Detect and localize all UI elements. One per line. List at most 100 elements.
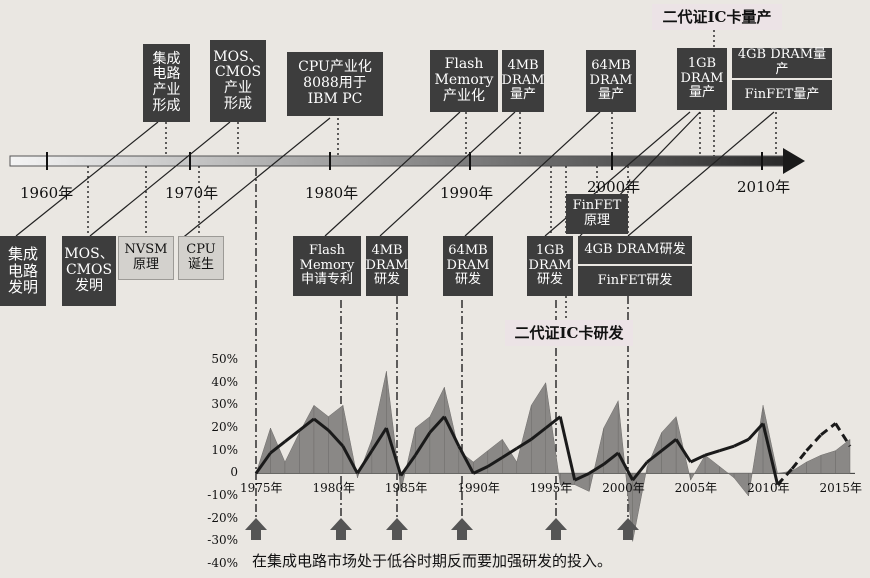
up-arrow-icon	[386, 518, 408, 540]
line-segment	[269, 440, 286, 455]
line-segment	[384, 427, 403, 477]
line-segment	[313, 417, 330, 432]
area-segment	[371, 371, 387, 474]
year-label-2010: 2010年	[737, 178, 791, 196]
x-tick-label: 1975年	[240, 481, 283, 496]
y-tick-label: -30%	[207, 533, 238, 548]
event-4mb-dram-rd: 4MB DRAM 研发	[366, 236, 408, 296]
line-segment	[820, 422, 837, 436]
line-segment	[457, 445, 475, 475]
year-label-1990: 1990年	[440, 184, 494, 202]
line-segment	[805, 433, 823, 452]
x-tick-label: 2005年	[674, 481, 718, 496]
area-segment	[255, 427, 271, 474]
area-segment	[719, 466, 735, 479]
event-64mb-dram-mass-production: 64MB DRAM 量产	[586, 50, 636, 112]
line-segment	[472, 465, 489, 475]
event-cpu-birth: CPU 诞生	[178, 236, 224, 280]
y-tick-label: -20%	[207, 510, 238, 525]
event-4gb-dram-mass-production: 4GB DRAM量产	[732, 48, 832, 78]
line-segment	[544, 415, 562, 430]
line-segment	[674, 438, 692, 463]
line-segment	[442, 416, 461, 447]
line-segment	[834, 422, 852, 447]
line-segment	[298, 417, 315, 432]
y-tick-label: 50%	[211, 352, 238, 366]
area-segment	[299, 405, 315, 474]
year-label-1960: 1960年	[20, 184, 74, 202]
line-segment	[747, 422, 765, 441]
event-mos-cmos-invention: MOS、 CMOS 发明	[62, 236, 116, 306]
area-segment	[617, 400, 633, 542]
line-segment	[284, 429, 301, 443]
event-1gb-dram-rd: 1GB DRAM 研发	[527, 236, 573, 296]
line-segment	[704, 449, 721, 457]
line-segment	[414, 431, 432, 457]
line-segment	[327, 429, 345, 448]
timeline-bar	[9, 155, 786, 167]
line-segment	[428, 415, 446, 434]
up-arrow-icon	[245, 518, 267, 540]
y-tick-label: 40%	[211, 374, 238, 389]
line-segment	[530, 426, 547, 441]
y-tick-label: 0	[230, 465, 238, 480]
area-segment	[487, 438, 503, 474]
x-tick-label: 1985年	[384, 481, 428, 496]
area-segment	[835, 438, 851, 474]
y-tick-label: 30%	[211, 397, 238, 412]
event-4mb-dram-mass-production: 4MB DRAM 量产	[502, 50, 544, 112]
x-tick-label: 1980年	[312, 481, 355, 496]
event-finfet-mass-production: FinFET量产	[732, 80, 832, 110]
timeline-arrowhead	[783, 148, 805, 174]
x-tick-label: 1990年	[457, 481, 500, 496]
event-ic-invention: 集成 电路 发明	[0, 236, 46, 306]
x-tick-label: 1995年	[529, 481, 573, 496]
area-segment	[545, 382, 561, 485]
line-segment	[646, 449, 663, 464]
event-64mb-dram-rd: 64MB DRAM 研发	[443, 236, 493, 296]
chart-annotation: 在集成电路市场处于低谷时期反而要加强研发的投入。	[252, 552, 613, 570]
line-segment	[574, 471, 590, 482]
line-segment	[487, 456, 504, 468]
event-4gb-dram-rd: 4GB DRAM研发	[578, 236, 692, 264]
line-segment	[719, 444, 735, 453]
y-tick-label: 20%	[211, 420, 238, 434]
line-segment	[370, 427, 388, 452]
line-segment	[356, 449, 374, 475]
x-tick-label: 2010年	[747, 481, 790, 496]
line-segment	[341, 445, 359, 475]
market-growth-chart	[245, 371, 855, 542]
line-segment	[399, 454, 417, 477]
event-ic-industry-formed: 集成 电路 产业 形成	[143, 44, 190, 122]
area-segment	[704, 454, 720, 474]
area-segment	[820, 450, 836, 474]
up-arrow-icon	[451, 518, 473, 540]
y-tick-label: -40%	[207, 556, 238, 570]
area-segment	[806, 454, 822, 474]
highlight-id-card-rd: 二代证IC卡研发	[505, 320, 633, 346]
event-mos-cmos-industry: MOS、 CMOS 产业 形成	[210, 40, 266, 122]
event-cpu-industrialization: CPU产业化 8088用于 IBM PC	[287, 52, 383, 116]
line-segment	[588, 462, 605, 475]
y-tick-label: 10%	[211, 442, 238, 457]
year-label-2000: 2000年	[587, 178, 641, 196]
line-segment	[558, 416, 577, 481]
event-finfet-rd: FinFET研发	[578, 266, 692, 296]
event-1gb-dram-mass-production: 1GB DRAM 量产	[677, 48, 727, 110]
year-label-1980: 1980年	[305, 184, 359, 202]
up-arrow-icon	[545, 518, 567, 540]
line-segment	[689, 453, 706, 464]
x-tick-label: 2015年	[819, 481, 863, 496]
line-segment	[602, 451, 620, 466]
line-segment	[515, 438, 533, 450]
highlight-id-card-mass-production: 二代证IC卡量产	[652, 4, 782, 30]
event-flash-industrialization: Flash Memory 产业化	[430, 50, 498, 112]
event-nvsm-principle: NVSM 原理	[118, 236, 174, 280]
line-segment	[660, 438, 678, 452]
line-segment	[501, 447, 518, 459]
line-segment	[616, 452, 635, 481]
area-segment	[762, 405, 778, 474]
line-segment	[761, 423, 780, 486]
